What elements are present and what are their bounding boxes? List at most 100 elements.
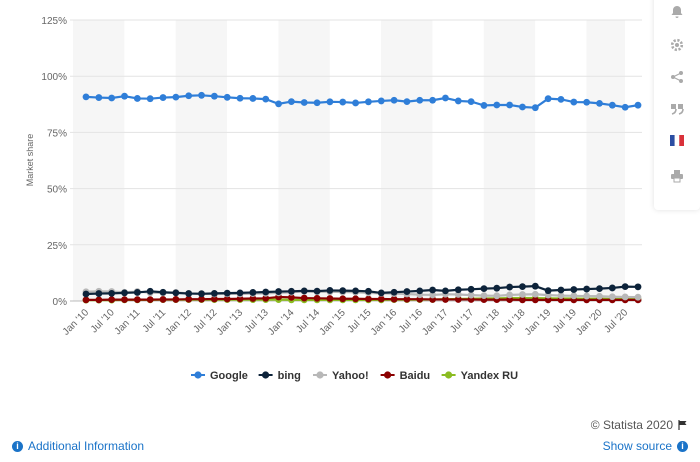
data-point xyxy=(416,96,424,104)
x-tick-label: Jan '18 xyxy=(472,307,503,338)
data-point xyxy=(95,296,103,304)
legend-label: Yandex RU xyxy=(461,370,519,382)
data-point xyxy=(121,289,128,297)
data-point xyxy=(583,292,591,300)
data-point xyxy=(454,97,462,105)
data-point xyxy=(172,289,180,297)
legend-item[interactable]: bing xyxy=(258,370,301,382)
data-point xyxy=(287,294,295,301)
data-point xyxy=(108,94,116,102)
x-tick-label: Jan '15 xyxy=(318,307,349,338)
data-point xyxy=(544,95,552,103)
data-point xyxy=(403,98,411,106)
flag-icon xyxy=(678,420,687,430)
data-point xyxy=(326,98,334,106)
y-tick-label: 0% xyxy=(53,297,68,308)
y-tick-label: 125% xyxy=(41,16,67,27)
data-point xyxy=(326,287,334,294)
data-point xyxy=(621,293,629,301)
data-point xyxy=(159,288,167,296)
data-point xyxy=(326,295,334,302)
data-point xyxy=(467,291,475,299)
info-icon: i xyxy=(12,440,23,452)
data-point xyxy=(121,296,128,304)
data-point xyxy=(262,294,270,302)
y-tick-label: 25% xyxy=(47,241,67,252)
data-point xyxy=(634,283,642,291)
data-point xyxy=(210,92,218,100)
bell-icon[interactable] xyxy=(663,0,691,26)
data-point xyxy=(365,295,372,303)
data-point xyxy=(596,292,603,300)
data-point xyxy=(313,99,321,107)
x-tick-label: Jan '16 xyxy=(369,307,400,338)
year-band xyxy=(175,20,228,301)
data-point xyxy=(608,101,616,109)
data-point xyxy=(198,91,205,99)
data-point xyxy=(634,293,642,301)
data-point xyxy=(557,292,565,300)
y-axis-label: Market share xyxy=(25,134,35,187)
data-point xyxy=(210,295,218,303)
legend-item[interactable]: Yahoo! xyxy=(313,370,369,382)
data-point xyxy=(287,98,295,106)
series-google xyxy=(82,91,642,112)
data-point xyxy=(365,287,372,295)
data-point xyxy=(262,95,270,103)
data-point xyxy=(506,101,514,109)
data-point xyxy=(313,287,321,295)
legend-item[interactable]: Baidu xyxy=(380,370,431,382)
data-point xyxy=(223,295,231,303)
data-point xyxy=(544,287,552,295)
print-icon[interactable] xyxy=(663,162,691,190)
legend-item[interactable]: Yandex RU xyxy=(441,370,519,382)
legend-swatch xyxy=(384,371,392,379)
x-tick-label: Jul '20 xyxy=(602,307,630,335)
legend-label: Google xyxy=(210,370,248,382)
share-icon[interactable] xyxy=(663,63,691,91)
data-point xyxy=(146,296,154,304)
show-source-link[interactable]: Show source i xyxy=(603,439,688,453)
data-point xyxy=(506,296,514,304)
data-point xyxy=(275,288,282,295)
data-point xyxy=(172,296,180,303)
quote-icon[interactable] xyxy=(663,94,691,122)
year-band xyxy=(381,20,433,301)
data-point xyxy=(352,287,359,295)
french-flag-icon[interactable] xyxy=(663,126,691,154)
data-point xyxy=(300,294,308,302)
data-point xyxy=(365,98,372,106)
legend-item[interactable]: Google xyxy=(191,370,248,382)
data-point xyxy=(185,290,193,297)
data-point xyxy=(557,95,565,103)
x-tick-label: Jan '20 xyxy=(574,307,605,338)
credit-text: © Statista 2020 xyxy=(590,418,673,432)
additional-information-link[interactable]: i Additional Information xyxy=(12,439,144,453)
data-point xyxy=(429,291,437,299)
x-tick-label: Jul '10 xyxy=(89,307,117,335)
source-info-icon: i xyxy=(677,440,688,452)
data-point xyxy=(275,100,282,108)
show-source-label: Show source xyxy=(602,439,672,453)
data-point xyxy=(185,295,193,303)
data-point xyxy=(172,93,180,101)
data-point xyxy=(467,285,475,293)
data-point xyxy=(454,296,462,303)
gear-icon[interactable] xyxy=(663,31,691,59)
data-point xyxy=(236,289,244,297)
data-point xyxy=(519,283,526,291)
data-point xyxy=(570,286,578,293)
legend-swatch xyxy=(194,371,202,379)
data-point xyxy=(596,100,603,107)
year-band xyxy=(278,20,330,301)
data-point xyxy=(493,101,501,109)
data-point xyxy=(519,296,526,304)
data-point xyxy=(403,288,411,295)
data-point xyxy=(287,287,295,295)
data-point xyxy=(339,287,347,295)
data-point xyxy=(429,286,437,294)
statista-credit: © Statista 2020 xyxy=(591,418,688,432)
series-baidu xyxy=(82,293,642,304)
data-point xyxy=(557,286,565,294)
